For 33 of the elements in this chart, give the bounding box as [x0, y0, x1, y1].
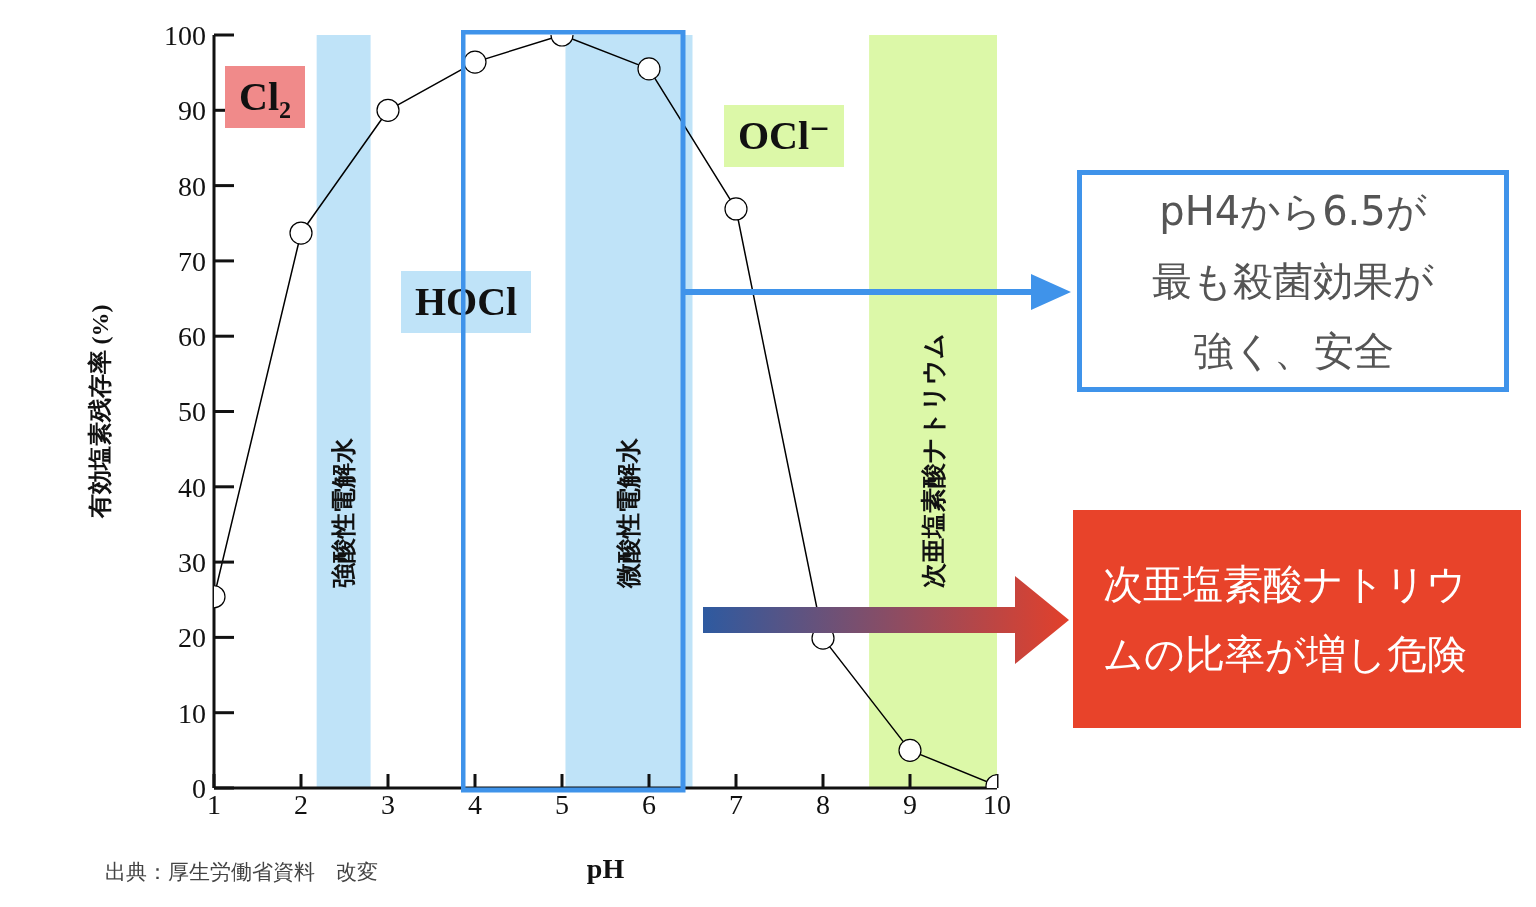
band-label: 強酸性電解水 — [329, 437, 359, 589]
x-tick-label: 2 — [294, 788, 308, 820]
y-tick-label: 100 — [164, 19, 206, 51]
text: pH4から6.5が最も殺菌効果が強く、安全 — [1077, 170, 1509, 392]
band-label: 次亜塩素酸ナトリウム — [918, 333, 948, 589]
y-tick-label: 90 — [178, 95, 206, 127]
x-tick-label: 6 — [642, 788, 656, 820]
x-tick-label: 4 — [468, 788, 482, 820]
y-axis-title: 有効塩素残存率 (%) — [86, 304, 113, 520]
y-tick-label: 40 — [178, 471, 206, 503]
point — [898, 738, 922, 762]
x-axis-title: pH — [586, 852, 625, 884]
point — [637, 57, 661, 81]
y-tick-label: 60 — [178, 321, 206, 353]
x-tick-label: 7 — [729, 788, 743, 820]
x-tick-label: 9 — [903, 788, 917, 820]
y-tick-label: 70 — [178, 245, 206, 277]
y-tick-label: 80 — [178, 170, 206, 202]
annotation: Cl₂ — [225, 66, 305, 128]
text: 次亜塩素酸ナトリウムの比率が増し危険 — [1073, 510, 1521, 728]
y-tick-label: 20 — [178, 622, 206, 654]
band-label: 微酸性電解水 — [614, 437, 644, 590]
x-tick-label: 3 — [381, 788, 395, 820]
x-tick-label: 5 — [555, 788, 569, 820]
x-tick-label: 8 — [816, 788, 830, 820]
annotation: OCl⁻ — [724, 105, 845, 167]
y-tick-label: 30 — [178, 547, 206, 579]
y-tick-label: 50 — [178, 396, 206, 428]
y-tick-label: 10 — [178, 697, 206, 729]
x-tick-label: 10 — [983, 788, 1011, 820]
source-note: 出典：厚生労働省資料 改変 — [105, 859, 378, 886]
x-tick-label: 1 — [207, 788, 221, 820]
y-tick-label: 0 — [192, 772, 206, 804]
